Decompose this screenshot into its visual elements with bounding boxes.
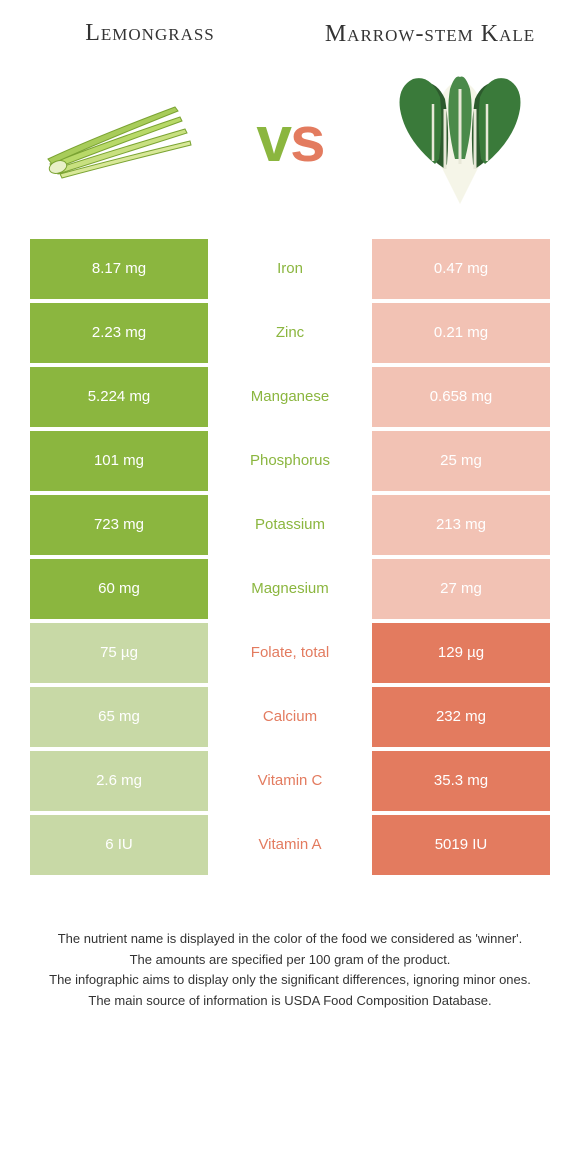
left-value: 65 mg [30, 687, 208, 747]
right-value: 232 mg [372, 687, 550, 747]
nutrient-table: 8.17 mgIron0.47 mg2.23 mgZinc0.21 mg5.22… [0, 239, 580, 875]
right-value: 27 mg [372, 559, 550, 619]
footer-line: The nutrient name is displayed in the co… [40, 929, 540, 950]
table-row: 2.6 mgVitamin C35.3 mg [30, 751, 550, 811]
left-value: 2.23 mg [30, 303, 208, 363]
left-value: 60 mg [30, 559, 208, 619]
vs-label: vs [256, 102, 323, 176]
kale-image [380, 69, 540, 209]
table-row: 101 mgPhosphorus25 mg [30, 431, 550, 491]
left-value: 2.6 mg [30, 751, 208, 811]
table-row: 65 mgCalcium232 mg [30, 687, 550, 747]
right-value: 25 mg [372, 431, 550, 491]
nutrient-name: Manganese [208, 367, 372, 427]
vs-v: v [256, 103, 290, 175]
table-row: 5.224 mgManganese0.658 mg [30, 367, 550, 427]
nutrient-name: Vitamin C [208, 751, 372, 811]
right-value: 35.3 mg [372, 751, 550, 811]
footer-line: The amounts are specified per 100 gram o… [40, 950, 540, 971]
left-title: Lemongrass [40, 20, 260, 49]
table-row: 8.17 mgIron0.47 mg [30, 239, 550, 299]
right-title: Marrow-stem Kale [320, 20, 540, 49]
left-value: 75 µg [30, 623, 208, 683]
header: Lemongrass Marrow-stem Kale [0, 0, 580, 59]
right-value: 5019 IU [372, 815, 550, 875]
footer-line: The infographic aims to display only the… [40, 970, 540, 991]
left-value: 8.17 mg [30, 239, 208, 299]
footer: The nutrient name is displayed in the co… [0, 879, 580, 1012]
table-row: 60 mgMagnesium27 mg [30, 559, 550, 619]
right-value: 129 µg [372, 623, 550, 683]
footer-line: The main source of information is USDA F… [40, 991, 540, 1012]
right-value: 0.47 mg [372, 239, 550, 299]
left-value: 5.224 mg [30, 367, 208, 427]
nutrient-name: Vitamin A [208, 815, 372, 875]
nutrient-name: Folate, total [208, 623, 372, 683]
table-row: 723 mgPotassium213 mg [30, 495, 550, 555]
images-row: vs [0, 59, 580, 239]
right-value: 0.21 mg [372, 303, 550, 363]
right-value: 0.658 mg [372, 367, 550, 427]
table-row: 2.23 mgZinc0.21 mg [30, 303, 550, 363]
nutrient-name: Calcium [208, 687, 372, 747]
nutrient-name: Potassium [208, 495, 372, 555]
vs-s: s [290, 103, 324, 175]
lemongrass-image [40, 69, 200, 209]
nutrient-name: Zinc [208, 303, 372, 363]
nutrient-name: Iron [208, 239, 372, 299]
table-row: 6 IUVitamin A5019 IU [30, 815, 550, 875]
left-value: 6 IU [30, 815, 208, 875]
left-value: 101 mg [30, 431, 208, 491]
nutrient-name: Phosphorus [208, 431, 372, 491]
left-value: 723 mg [30, 495, 208, 555]
right-value: 213 mg [372, 495, 550, 555]
table-row: 75 µgFolate, total129 µg [30, 623, 550, 683]
nutrient-name: Magnesium [208, 559, 372, 619]
